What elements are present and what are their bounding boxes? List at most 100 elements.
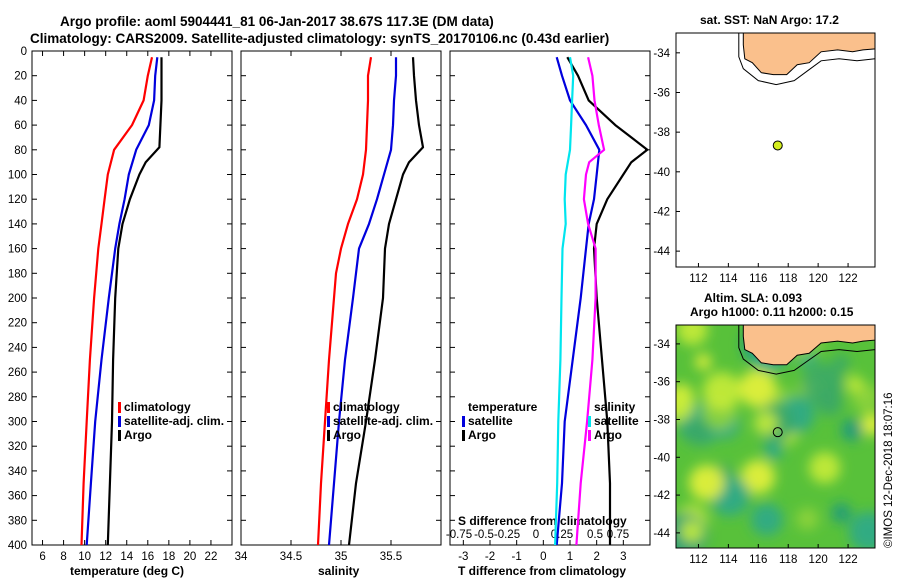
x-tick-label: 116 — [749, 273, 767, 285]
sla-blob — [840, 418, 864, 442]
series-line-s-satellite — [554, 57, 575, 546]
series-line-t-argo — [566, 56, 649, 545]
y-tick-label: 280 — [8, 392, 27, 404]
sla-blob — [676, 325, 708, 346]
map2-title-line1: Altim. SLA: 0.093 — [704, 291, 802, 305]
series-line-argo — [347, 57, 425, 546]
y-tick-label: 160 — [8, 244, 27, 256]
x-tick-label: 118 — [779, 554, 797, 566]
map-frame — [675, 32, 876, 268]
series-line-s-argo — [575, 56, 606, 546]
legend-title-salinity: salinity — [594, 400, 636, 414]
legend-entry: Argo — [594, 428, 622, 442]
x2-tick-label: -0.75 — [446, 529, 472, 541]
y-tick-label: 0 — [21, 46, 27, 58]
temperature-panel: 0 20 40 60 80 100 120 140 160 180 200 220 240 260 280 3… — [8, 46, 233, 578]
plot-frame — [31, 50, 233, 546]
x-tick-label: 3 — [620, 551, 626, 563]
y-tick-label: 360 — [8, 491, 27, 503]
x-tick-label: -2 — [485, 551, 495, 563]
y-tick-label: 20 — [14, 71, 27, 83]
y-tick-label: 260 — [8, 367, 27, 379]
y-tick-label: 140 — [8, 219, 27, 231]
x2-tick-label: 0.75 — [607, 529, 629, 541]
credit: ©IMOS 12-Dec-2018 18:07:16 — [883, 392, 895, 548]
y-tick-label: -36 — [653, 87, 670, 99]
x-tick-label: 35 — [335, 551, 348, 563]
legend-entry: climatology — [333, 400, 400, 414]
legend-entry: satellite-adj. clim. — [124, 414, 224, 428]
y-tick-label: -36 — [653, 377, 670, 389]
legend-swatch — [118, 402, 121, 413]
sla-blob — [801, 363, 845, 406]
sla-blob — [831, 503, 852, 524]
x-tick-label: 118 — [779, 273, 797, 285]
x2-tick-label: 0 — [533, 529, 539, 541]
y-tick-label: 100 — [8, 170, 27, 182]
y-tick-label: -38 — [653, 127, 670, 139]
y-tick-label: 40 — [14, 95, 27, 107]
x-tick-label: 14 — [120, 551, 133, 563]
y-tick-label: 80 — [14, 145, 27, 157]
legend-swatch — [118, 416, 121, 427]
legend-swatch — [327, 416, 330, 427]
x2-tick-label: 0.5 — [587, 529, 603, 541]
y-tick-label: 320 — [8, 441, 27, 453]
legend-swatch — [327, 430, 330, 441]
argo-position-marker — [772, 140, 783, 151]
sla-blob — [753, 411, 778, 435]
y-tick-label: -42 — [653, 490, 670, 502]
sla-blob — [676, 389, 694, 422]
y-tick-label: 300 — [8, 417, 27, 429]
y-tick-label: 340 — [8, 466, 27, 478]
map2-title-line2: Argo h1000: 0.11 h2000: 0.15 — [690, 305, 854, 319]
sla-blob — [680, 520, 704, 543]
x-tick-label: 114 — [719, 554, 738, 566]
y-tick-label: -44 — [653, 528, 670, 540]
y-tick-label: 200 — [8, 293, 27, 305]
series-line-climatology — [80, 56, 154, 546]
x-axis-label: temperature (deg C) — [70, 564, 184, 578]
legend-swatch — [462, 430, 465, 441]
title-line1: Argo profile: aoml 5904441_81 06-Jan-201… — [60, 14, 494, 29]
sla-blob — [848, 511, 875, 548]
legend-swatch — [462, 416, 465, 427]
sla-blob — [846, 375, 863, 393]
salinity-panel: 34 34.5 35 35.5 salinity climatologysatellite… — [235, 50, 442, 578]
sla-blob — [832, 354, 850, 372]
legend-title-temperature: temperature — [468, 400, 538, 414]
x-tick-label: 34 — [235, 551, 248, 563]
legend-swatch — [327, 402, 330, 413]
x-tick-label: 8 — [60, 551, 66, 563]
x2-tick-label: -0.25 — [494, 529, 520, 541]
y-tick-label: 60 — [14, 120, 27, 132]
x-tick-label: 0 — [540, 551, 546, 563]
x2-axis-label: S difference from climatology — [458, 514, 627, 528]
legend-swatch — [588, 430, 591, 441]
x-tick-label: 112 — [689, 273, 707, 285]
x-tick-label: 120 — [809, 554, 828, 566]
sla-blob — [740, 459, 776, 494]
y-tick-label: 240 — [8, 342, 27, 354]
y-tick-label: -42 — [653, 206, 670, 218]
legend-entry: Argo — [468, 428, 496, 442]
series-line-satellite-adj-clim- — [85, 57, 159, 546]
series-line-climatology — [316, 57, 373, 546]
argo-position-marker — [772, 427, 783, 438]
x-axis-label: T difference from climatology — [458, 564, 626, 578]
sla-blob — [688, 464, 725, 501]
x-tick-label: 122 — [838, 554, 857, 566]
x-tick-label: 22 — [205, 551, 218, 563]
x-tick-label: 20 — [183, 551, 196, 563]
land-area — [742, 324, 876, 366]
y-tick-label: -44 — [653, 246, 670, 258]
x-axis-label: salinity — [318, 564, 360, 578]
plot-frame — [240, 50, 442, 546]
legend-entry: climatology — [124, 400, 191, 414]
y-tick-label: -34 — [653, 339, 670, 351]
y-tick-label: -38 — [653, 414, 670, 426]
legend-entry: satellite-adj. clim. — [333, 414, 433, 428]
x-tick-label: 120 — [809, 273, 828, 285]
x-tick-label: 112 — [689, 554, 707, 566]
